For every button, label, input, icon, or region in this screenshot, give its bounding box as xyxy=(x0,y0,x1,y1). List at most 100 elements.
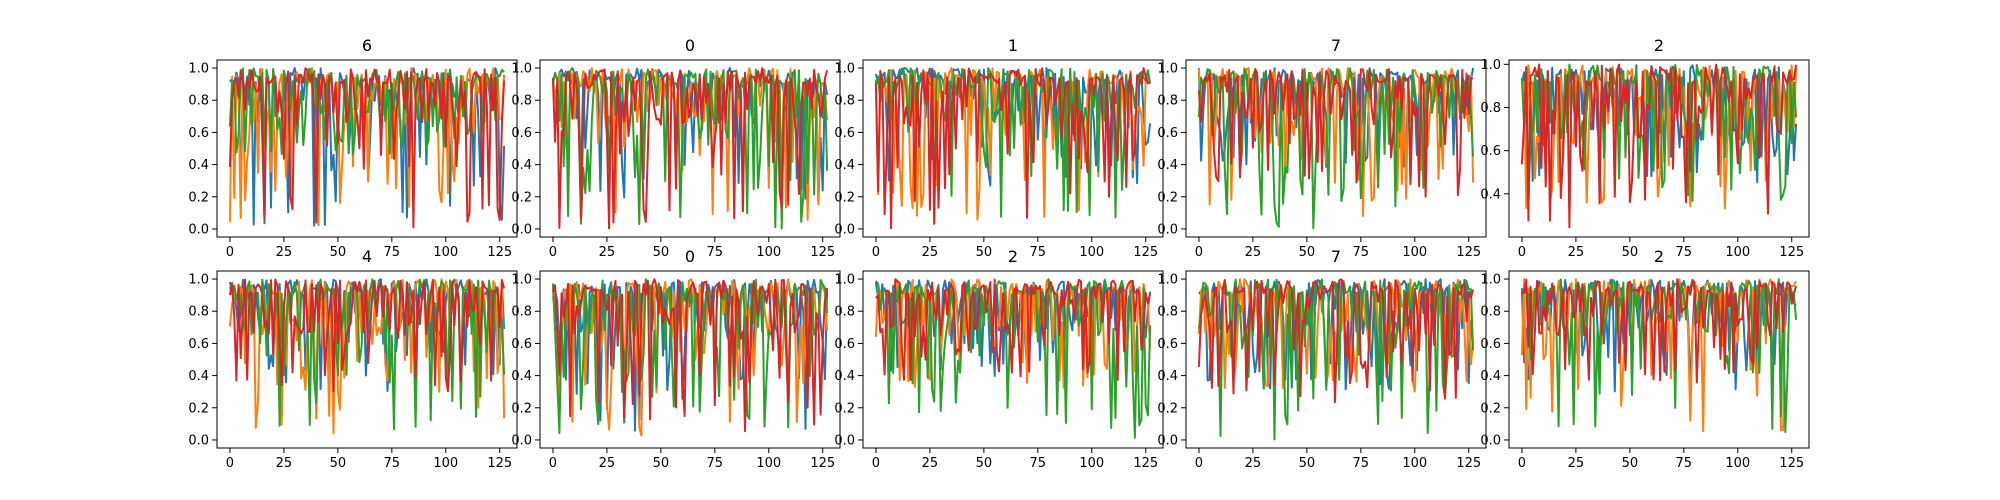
panel-10: 2 0 25 50 75 100 125 0.0 0.2 0.4 0.6 0.8 1.0 xyxy=(1480,247,1810,471)
series-line-3 xyxy=(874,67,1152,219)
y-tick-label: 0.6 xyxy=(1157,337,1178,352)
x-tick-label: 125 xyxy=(1133,245,1158,260)
series-line-4 xyxy=(1197,68,1474,198)
y-tick-label: 0.2 xyxy=(188,401,209,416)
axes-frame xyxy=(1508,270,1810,449)
x-tick-label: 75 xyxy=(707,245,724,260)
y-tick-label: 0.8 xyxy=(1480,101,1501,116)
y-tick-label: 0.0 xyxy=(1157,222,1178,237)
y-tick-label: 0.8 xyxy=(1480,305,1501,320)
panel-title: 7 xyxy=(1331,36,1341,55)
axes-frame xyxy=(862,270,1164,449)
x-tick-label: 125 xyxy=(1456,245,1481,260)
y-tick-label: 0.8 xyxy=(511,305,532,320)
panel-title: 1 xyxy=(1008,36,1018,55)
x-tick-label: 75 xyxy=(1353,245,1370,260)
series-line-4 xyxy=(1197,278,1475,404)
x-tick-label: 100 xyxy=(1079,456,1104,471)
axes-frame xyxy=(862,59,1164,238)
axes-frame xyxy=(539,59,841,238)
series-line-4 xyxy=(875,278,1152,381)
x-tick-label: 75 xyxy=(1676,245,1693,260)
y-tick-label: 0.6 xyxy=(511,337,532,352)
x-tick-label: 0 xyxy=(549,245,557,260)
series-line-4 xyxy=(228,278,506,393)
axes-frame xyxy=(1508,59,1810,238)
panel-title: 2 xyxy=(1654,247,1664,266)
x-tick-label: 100 xyxy=(756,456,781,471)
x-tick-label: 25 xyxy=(1245,456,1262,471)
y-tick-label: 0.0 xyxy=(511,433,532,448)
x-tick-label: 25 xyxy=(922,456,939,471)
x-tick-label: 125 xyxy=(810,245,835,260)
y-tick-label: 1.0 xyxy=(834,62,855,77)
x-tick-label: 25 xyxy=(1568,456,1585,471)
x-tick-label: 100 xyxy=(756,245,781,260)
y-tick-label: 0.0 xyxy=(1480,433,1501,448)
x-tick-label: 50 xyxy=(1622,245,1639,260)
x-tick-label: 25 xyxy=(599,245,616,260)
x-tick-label: 50 xyxy=(653,245,670,260)
series-line-2 xyxy=(551,278,829,437)
x-tick-label: 75 xyxy=(384,245,401,260)
y-tick-label: 0.6 xyxy=(1480,337,1501,352)
x-tick-label: 50 xyxy=(976,456,993,471)
y-tick-label: 0.4 xyxy=(1480,369,1501,384)
x-tick-label: 50 xyxy=(1299,245,1316,260)
y-tick-label: 0.6 xyxy=(511,126,532,141)
x-tick-label: 75 xyxy=(1030,456,1047,471)
x-tick-label: 100 xyxy=(1402,245,1427,260)
x-tick-label: 125 xyxy=(1779,245,1804,260)
x-tick-label: 25 xyxy=(276,456,293,471)
y-tick-label: 0.2 xyxy=(834,401,855,416)
x-tick-label: 0 xyxy=(226,456,234,471)
x-tick-label: 50 xyxy=(976,245,993,260)
series-line-4 xyxy=(1521,278,1798,384)
x-tick-label: 0 xyxy=(872,456,880,471)
x-tick-label: 0 xyxy=(549,456,557,471)
series-line-4 xyxy=(551,278,829,433)
y-tick-label: 0.6 xyxy=(188,337,209,352)
y-tick-label: 0.0 xyxy=(188,433,209,448)
y-tick-label: 0.6 xyxy=(1480,144,1501,159)
y-tick-label: 0.2 xyxy=(1157,190,1178,205)
x-tick-label: 125 xyxy=(1779,456,1804,471)
y-tick-label: 0.6 xyxy=(834,126,855,141)
panel-4: 7 0 25 50 75 100 125 0.0 0.2 0.4 0.6 0.8 1.0 xyxy=(1157,36,1487,260)
x-tick-label: 125 xyxy=(487,245,512,260)
x-tick-label: 25 xyxy=(1245,245,1262,260)
panel-8: 2 0 25 50 75 100 125 0.0 0.2 0.4 0.6 0.8 1.0 xyxy=(834,247,1164,471)
x-tick-label: 0 xyxy=(1195,245,1203,260)
axes-frame xyxy=(1185,270,1487,449)
panel-title: 7 xyxy=(1331,247,1341,266)
axes-frame xyxy=(216,59,518,238)
axes-frame xyxy=(539,270,841,449)
x-tick-label: 50 xyxy=(653,456,670,471)
series-line-4 xyxy=(551,67,829,230)
x-tick-label: 125 xyxy=(1133,456,1158,471)
y-tick-label: 0.4 xyxy=(188,158,209,173)
y-tick-label: 0.8 xyxy=(1157,94,1178,109)
panel-6: 4 0 25 50 75 100 125 0.0 0.2 0.4 0.6 0.8 1.0 xyxy=(188,247,518,471)
y-tick-label: 1.0 xyxy=(834,273,855,288)
y-tick-label: 1.0 xyxy=(1480,273,1501,288)
x-tick-label: 50 xyxy=(330,245,347,260)
panel-title: 6 xyxy=(362,36,372,55)
x-tick-label: 0 xyxy=(1518,245,1526,260)
y-tick-label: 1.0 xyxy=(188,62,209,77)
y-tick-label: 0.6 xyxy=(1157,126,1178,141)
x-tick-label: 0 xyxy=(872,245,880,260)
panel-title: 4 xyxy=(362,247,372,266)
y-tick-label: 1.0 xyxy=(511,62,532,77)
x-tick-label: 25 xyxy=(276,245,293,260)
y-tick-label: 0.4 xyxy=(1157,158,1178,173)
y-tick-label: 0.0 xyxy=(834,433,855,448)
y-tick-label: 0.4 xyxy=(188,369,209,384)
y-tick-label: 0.4 xyxy=(834,158,855,173)
panel-2: 0 0 25 50 75 100 125 0.0 0.2 0.4 0.6 0.8 1.0 xyxy=(511,36,841,260)
y-tick-label: 0.4 xyxy=(834,369,855,384)
x-tick-label: 75 xyxy=(1676,456,1693,471)
y-tick-label: 0.8 xyxy=(188,305,209,320)
x-tick-label: 50 xyxy=(1299,456,1316,471)
x-tick-label: 100 xyxy=(433,456,458,471)
